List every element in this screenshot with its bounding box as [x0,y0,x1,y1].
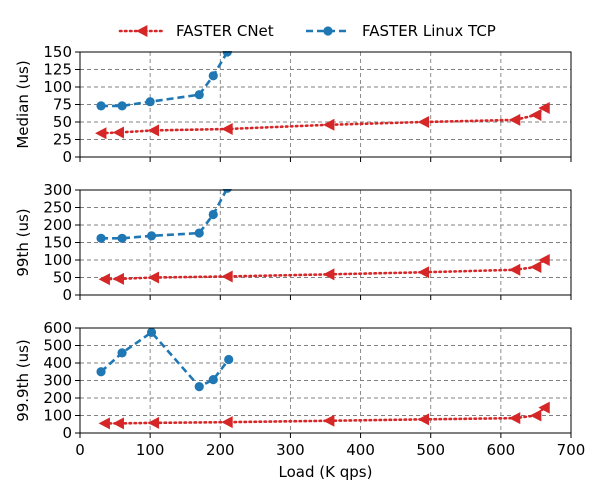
data-point [538,102,550,114]
y-tick-label: 50 [53,269,72,287]
y-tick-label: 100 [43,407,72,425]
y-tick-label: 300 [43,372,72,390]
x-tick-label: 0 [75,441,85,459]
y-tick-label: 500 [43,337,72,355]
data-point [529,109,542,121]
y-tick-label: 50 [53,113,72,131]
data-point [538,401,550,414]
data-point [221,416,233,429]
data-point [194,90,204,100]
data-point [112,417,124,430]
data-point [224,354,234,365]
series-group [96,189,550,286]
x-axis-title: Load (K qps) [279,463,373,481]
series-line-linux-tcp [101,189,229,240]
data-point [194,382,204,392]
y-tick-label: 600 [43,319,72,337]
grid [80,328,571,433]
y-tick-label: 150 [43,234,72,252]
grid [80,190,571,295]
legend-label: FASTER Linux TCP [362,22,496,40]
data-point [95,127,107,140]
data-point [221,123,233,135]
data-point [323,118,335,131]
data-point [112,272,124,285]
legend-label: FASTER CNet [176,22,274,40]
data-point [323,414,335,427]
data-point [529,261,542,273]
data-point [146,327,157,337]
series-group [96,327,550,430]
legend-marker [136,25,148,37]
data-point [117,101,127,111]
y-tick-label: 200 [43,216,72,234]
x-tick-label: 200 [206,441,235,459]
series-line-cnet [103,258,546,281]
x-tick-label: 300 [276,441,305,459]
data-point [508,113,521,126]
y-tick-label: 0 [62,424,72,442]
y-tick-label: 125 [43,61,72,79]
data-point [208,375,218,385]
x-tick-label: 700 [557,441,586,459]
data-point [147,124,160,137]
x-tick-label: 500 [416,441,445,459]
y-tick-label: 400 [43,354,72,372]
data-point [117,348,127,358]
y-axis-title: 99.9th (us) [14,339,32,422]
legend-entry: FASTER CNet [118,22,274,40]
data-point [98,417,110,430]
data-point [96,101,106,111]
data-point [194,228,204,238]
y-tick-label: 0 [62,148,72,166]
x-tick-label: 600 [487,441,516,459]
y-tick-label: 100 [43,78,72,96]
y-tick-label: 0 [62,286,72,304]
y-tick-label: 200 [43,389,72,407]
x-tick-label: 100 [136,441,165,459]
data-point [112,126,124,139]
y-tick-label: 300 [43,181,72,199]
data-point [529,409,542,422]
grid [80,52,571,157]
y-tick-label: 250 [43,199,72,217]
data-point [147,271,160,284]
data-point [117,233,127,243]
legend-entry: FASTER Linux TCP [306,22,496,40]
y-tick-label: 75 [53,96,72,114]
y-tick-label: 25 [53,131,72,149]
data-point [96,367,106,377]
data-point [508,412,521,425]
legend: FASTER CNet FASTER Linux TCP [118,22,496,40]
x-tick-label: 400 [346,441,375,459]
data-point [146,231,157,241]
y-axis-title: Median (us) [14,60,32,148]
data-point [208,209,218,220]
legend-marker [323,26,333,36]
data-point [417,266,430,279]
data-point [98,273,110,286]
x-tick-labels: 0 100 200 300 400 500 600 700 [75,441,585,459]
y-axis-title: 99th (us) [14,208,32,276]
data-point [145,97,155,107]
data-point [538,254,550,266]
data-point [208,71,218,81]
data-point [323,268,335,281]
data-point [417,413,430,426]
data-point [508,263,521,276]
y-tick-label: 100 [43,251,72,269]
series-line-cnet [99,106,546,135]
data-point [222,189,232,193]
y-tick-label: 150 [43,43,72,61]
data-point [417,116,430,128]
series-group [95,51,550,140]
data-point [221,270,233,283]
data-point [147,416,160,429]
data-point [96,233,106,243]
